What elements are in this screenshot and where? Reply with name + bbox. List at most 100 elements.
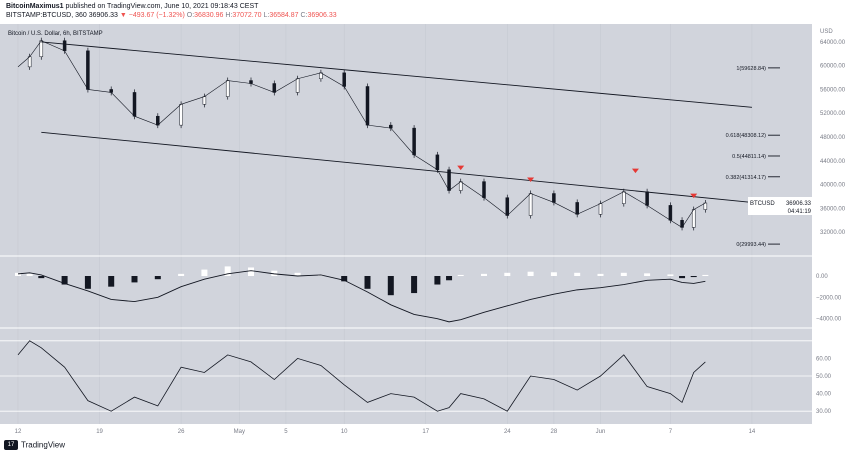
fib-level-label: 0(29993.44) xyxy=(736,242,766,248)
last-price-label: BTCUSD 36906.33 04:41:19 xyxy=(748,196,812,215)
open-value: 36830.96 xyxy=(194,12,224,19)
macd-histogram-bar xyxy=(248,267,254,276)
macd-histogram-bar xyxy=(26,273,33,276)
macd-histogram-bar xyxy=(84,276,91,289)
rsi-tick-label: 60.00 xyxy=(816,356,832,362)
time-tick-label: 14 xyxy=(749,429,756,435)
macd-histogram-bar xyxy=(108,276,115,287)
author-name[interactable]: BitcoinMaximus1 xyxy=(6,3,64,10)
price-tick-label: 56000.00 xyxy=(820,87,846,93)
channel-lower-trendline[interactable] xyxy=(41,131,752,203)
tradingview-logo[interactable]: 17 xyxy=(4,440,18,450)
chart-footer: 17 TradingView xyxy=(0,437,850,454)
time-axis-labels: 12 19 26 May 5 10 17 24 28 Jun 7 14 xyxy=(15,429,756,435)
candle-body xyxy=(365,86,370,126)
macd-histogram-bar xyxy=(38,276,45,279)
channel-upper-trendline[interactable] xyxy=(41,41,752,108)
macd-tick-label: −2000.00 xyxy=(816,295,842,301)
macd-histogram-bar xyxy=(387,276,394,296)
fibonacci-levels[interactable]: 1(59628.84) 0.618(48308.12) 0.5(44811.14) 0… xyxy=(726,66,780,248)
price-change: ▼ −493.67 (−1.32%) xyxy=(119,12,185,19)
macd-histogram-bar xyxy=(201,269,208,276)
macd-histogram-bar xyxy=(61,276,68,285)
macd-histogram-bar xyxy=(690,276,697,278)
fib-level-label: 0.5(44811.14) xyxy=(732,154,766,160)
candle-body xyxy=(458,181,463,191)
macd-pane[interactable] xyxy=(15,266,709,323)
time-tick-label: 24 xyxy=(504,429,511,435)
rsi-pane[interactable] xyxy=(0,340,812,412)
low-key: L: xyxy=(263,12,270,19)
last-price-value: 36906.33 xyxy=(786,201,812,207)
high-key: H: xyxy=(225,12,233,19)
candle-body xyxy=(62,40,67,52)
macd-histogram-bar xyxy=(597,273,604,276)
time-tick-label: 10 xyxy=(341,429,348,435)
candle-body xyxy=(412,127,416,156)
macd-histogram-bar xyxy=(481,273,487,276)
rsi-tick-label: 40.00 xyxy=(816,392,832,398)
rejection-marker xyxy=(690,193,698,199)
macd-histogram-bar xyxy=(620,272,627,276)
macd-tick-label: 0.00 xyxy=(816,274,828,280)
time-tick-label: 12 xyxy=(15,429,22,435)
price-pane[interactable]: 1(59628.84) 0.618(48308.12) 0.5(44811.14) 0… xyxy=(17,37,812,248)
macd-histogram-bar xyxy=(294,272,301,276)
macd-histogram-bar xyxy=(341,276,348,282)
time-grid xyxy=(17,24,753,424)
candle-body xyxy=(505,197,510,216)
time-tick-label: Jun xyxy=(596,429,606,435)
price-tick-label: 48000.00 xyxy=(820,135,846,141)
rsi-tick-label: 30.00 xyxy=(816,409,832,415)
fib-level-label: 0.618(48308.12) xyxy=(726,133,767,139)
price-tick-label: 60000.00 xyxy=(820,64,846,70)
macd-histogram-bar xyxy=(679,276,686,279)
low-value: 36584.87 xyxy=(269,12,299,19)
price-tick-label: 32000.00 xyxy=(820,230,846,236)
close-key: C: xyxy=(300,12,308,19)
candle-body xyxy=(482,181,486,198)
candle-body xyxy=(132,92,137,117)
time-tick-label: May xyxy=(234,429,245,435)
macd-histogram xyxy=(15,266,709,296)
candle-body xyxy=(691,209,696,228)
candle-body xyxy=(272,83,277,93)
macd-histogram-bar xyxy=(446,276,453,281)
candle-body xyxy=(552,193,556,203)
macd-histogram-bar xyxy=(644,273,651,276)
fib-level-label: 0.382(41314.17) xyxy=(726,175,767,181)
macd-histogram-bar xyxy=(550,272,557,276)
time-tick-label: 5 xyxy=(284,429,288,435)
brand-name: TradingView xyxy=(21,440,66,450)
chart-area[interactable]: Bitcoin / U.S. Dollar, 6h, BITSTAMP 1(59… xyxy=(0,24,850,437)
macd-signal-line xyxy=(17,270,706,323)
candle-body xyxy=(295,78,300,93)
candle-body xyxy=(86,50,90,90)
macd-histogram-bar xyxy=(224,266,231,276)
macd-histogram-bar xyxy=(131,276,138,283)
price-tick-label: 64000.00 xyxy=(820,40,846,46)
candle-body xyxy=(598,203,603,215)
candle-body xyxy=(528,193,533,216)
candle-body xyxy=(27,56,32,68)
axis-labels: 64000.00 60000.00 56000.00 52000.00 48000.00… xyxy=(816,40,846,415)
publication-line: BitcoinMaximus1 published on TradingView… xyxy=(6,2,844,11)
candle-body xyxy=(225,80,230,97)
rejection-marker xyxy=(457,165,465,171)
price-tick-label: 40000.00 xyxy=(820,183,846,189)
macd-histogram-bar xyxy=(15,272,21,276)
rejection-markers xyxy=(457,165,698,199)
price-axis-unit: USD xyxy=(820,29,833,35)
time-tick-label: 7 xyxy=(669,429,673,435)
time-tick-label: 17 xyxy=(422,429,429,435)
time-axis[interactable] xyxy=(0,424,812,437)
price-axis[interactable] xyxy=(812,24,850,437)
symbol-label: BITSTAMP:BTCUSD, 360 xyxy=(6,12,87,19)
macd-histogram-bar xyxy=(504,272,511,276)
macd-histogram-bar xyxy=(574,272,581,276)
candle-body xyxy=(342,72,346,87)
macd-histogram-bar xyxy=(702,274,709,276)
candle-body xyxy=(179,104,183,126)
time-tick-label: 28 xyxy=(551,429,558,435)
price-line xyxy=(17,40,706,228)
